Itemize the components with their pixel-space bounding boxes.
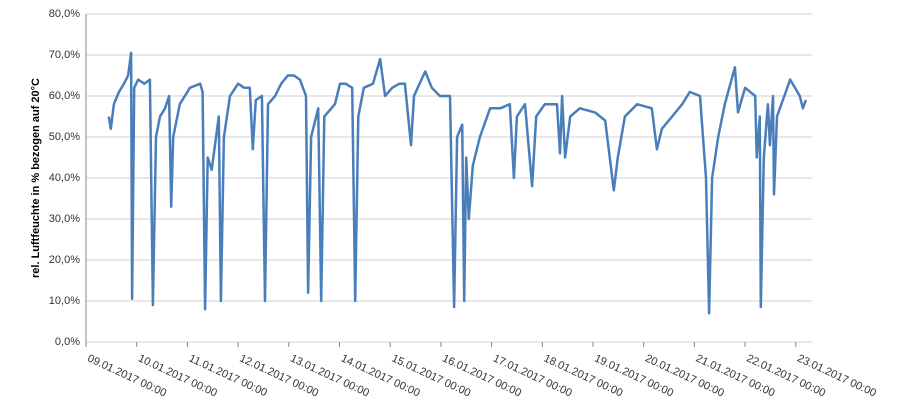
y-tick-label: 60,0% bbox=[49, 90, 80, 102]
y-tick-label: 50,0% bbox=[49, 131, 80, 143]
y-tick-label: 20,0% bbox=[49, 254, 80, 266]
y-tick-label: 10,0% bbox=[49, 295, 80, 307]
y-tick-label: 40,0% bbox=[49, 172, 80, 184]
y-tick-label: 70,0% bbox=[49, 49, 80, 61]
y-axis-label: rel. Luftfeuchte in % bezogen auf 20°C bbox=[30, 78, 42, 278]
data-line bbox=[107, 51, 808, 315]
y-tick-label: 30,0% bbox=[49, 213, 80, 225]
y-tick-label: 80,0% bbox=[49, 8, 80, 20]
y-tick-label: 0,0% bbox=[55, 336, 80, 348]
